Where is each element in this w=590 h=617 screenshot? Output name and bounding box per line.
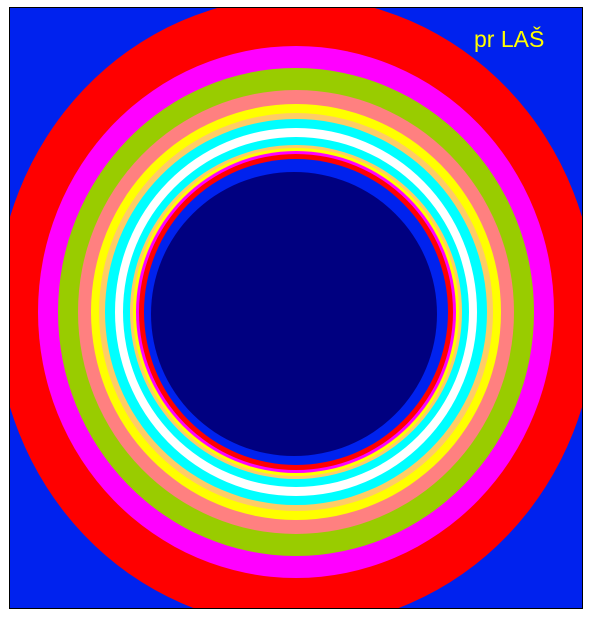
intensity-map: pr LAŠ (0, 0, 590, 617)
page: pr LAŠ (() => { const data = JSON.parse(… (0, 0, 590, 617)
image-label: pr LAŠ (474, 25, 544, 52)
rings (0, 0, 590, 617)
core (151, 172, 437, 456)
